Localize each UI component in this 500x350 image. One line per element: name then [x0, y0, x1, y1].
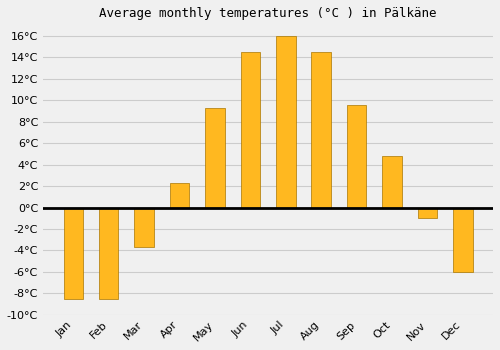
Bar — [134, 208, 154, 247]
Bar — [312, 52, 331, 208]
Bar — [276, 36, 295, 208]
Bar — [347, 105, 366, 208]
Bar — [453, 208, 472, 272]
Bar — [64, 208, 83, 299]
Bar — [382, 156, 402, 208]
Bar — [418, 208, 437, 218]
Bar — [170, 183, 189, 208]
Bar — [205, 108, 225, 208]
Bar — [240, 52, 260, 208]
Title: Average monthly temperatures (°C ) in Pälkäne: Average monthly temperatures (°C ) in Pä… — [100, 7, 437, 20]
Bar — [99, 208, 118, 299]
